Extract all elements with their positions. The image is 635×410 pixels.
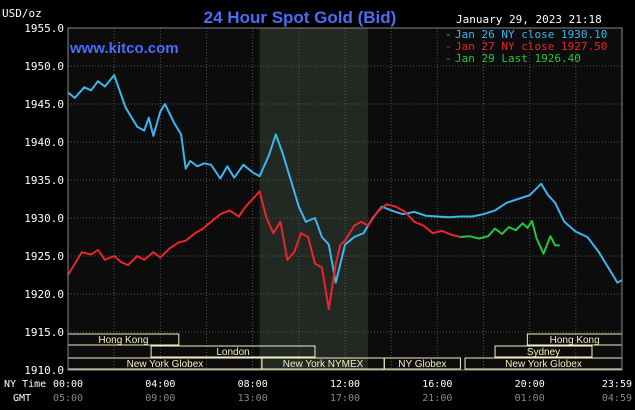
y-tick-label: 1910.0	[24, 364, 64, 377]
series-line-0	[67, 74, 623, 284]
session-label: Hong Kong	[550, 335, 600, 346]
shaded-region	[259, 28, 369, 370]
session-label: London	[216, 347, 249, 358]
x-tick-label-ny: 20:00	[515, 379, 545, 390]
chart-date: January 29, 2023 21:18	[456, 13, 602, 26]
x-tick-label-ny: 23:59	[602, 379, 632, 390]
x-axis-ticks: 00:00 04:00 08:00 12:00 16:00 20:00 23:59 05:00…	[53, 379, 632, 404]
y-tick-label: 1925.0	[24, 250, 64, 263]
x-tick-label-gmt: 04:59	[602, 393, 632, 404]
x-tick-label-ny: 04:00	[145, 379, 175, 390]
session-label: NY Globex	[398, 359, 446, 370]
x-tick-label-gmt: 21:00	[422, 393, 452, 404]
legend-marker-jan27: -	[445, 40, 452, 53]
ny-time-axis-label: NY Time	[4, 379, 46, 390]
x-tick-label-gmt: 13:00	[238, 393, 268, 404]
y-tick-label: 1935.0	[24, 174, 64, 187]
legend-label-jan27: Jan 27 NY close 1927.50	[455, 40, 607, 53]
site-watermark: www.kitco.com	[69, 40, 179, 57]
x-tick-label-gmt: 09:00	[145, 393, 175, 404]
legend-label-jan26: Jan 26 NY close 1930.10	[455, 28, 607, 41]
legend-entry-jan26: - Jan 26 NY close 1930.10	[445, 28, 607, 41]
legend-label-jan29: Jan 29 Last 1926.40	[455, 52, 581, 65]
session-label: Sydney	[527, 347, 560, 358]
gmt-axis-label: GMT	[13, 393, 31, 404]
y-tick-label: 1950.0	[24, 60, 64, 73]
session-label: New York NYMEX	[283, 359, 364, 370]
y-tick-label: 1945.0	[24, 98, 64, 111]
plot-border	[67, 27, 623, 371]
x-tick-label-ny: 16:00	[422, 379, 452, 390]
y-axis-ticks: 1955.0 1950.0 1945.0 1940.0 1935.0 1930.0 1925…	[24, 22, 64, 377]
session-bar	[150, 345, 316, 358]
x-tick-label-gmt: 01:00	[515, 393, 545, 404]
session-bar	[494, 345, 593, 358]
market-sessions: Hong Kong London New York Globex New York N…	[67, 333, 623, 370]
y-tick-label: 1920.0	[24, 288, 64, 301]
legend-marker-jan29: -	[445, 52, 452, 65]
legend-marker-jan26: -	[445, 28, 452, 41]
session-label: New York Globex	[127, 359, 204, 370]
legend: - Jan 26 NY close 1930.10 - Jan 27 NY cl…	[445, 28, 607, 65]
y-tick-label: 1930.0	[24, 212, 64, 225]
session-bar	[383, 357, 461, 370]
x-tick-label-ny: 12:00	[330, 379, 360, 390]
series-line-1	[67, 190, 461, 311]
legend-entry-jan27: - Jan 27 NY close 1927.50	[445, 40, 607, 53]
series-line-2	[460, 220, 560, 255]
chart-title: 24 Hour Spot Gold (Bid)	[204, 8, 397, 27]
x-tick-label-ny: 08:00	[238, 379, 268, 390]
legend-entry-jan29: - Jan 29 Last 1926.40	[445, 52, 581, 65]
x-tick-label-ny: 00:00	[53, 379, 83, 390]
x-tick-label-gmt: 17:00	[330, 393, 360, 404]
y-axis-unit-label: USD/oz	[2, 7, 42, 20]
session-label: Hong Kong	[98, 335, 148, 346]
y-tick-label: 1915.0	[24, 326, 64, 339]
x-tick-label-gmt: 05:00	[53, 393, 83, 404]
session-label: New York Globex	[505, 359, 582, 370]
y-tick-label: 1940.0	[24, 136, 64, 149]
y-tick-label: 1955.0	[24, 22, 64, 35]
price-series	[67, 74, 623, 311]
